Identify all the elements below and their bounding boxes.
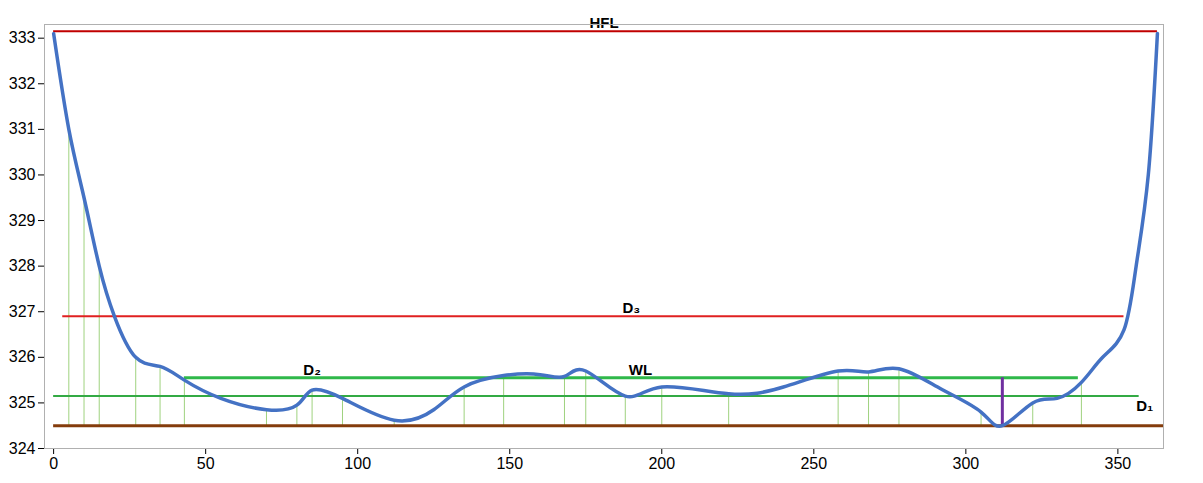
svg-text:325: 325 [9,394,36,411]
svg-text:250: 250 [800,455,827,472]
svg-text:D₃: D₃ [622,299,640,316]
svg-text:330: 330 [9,166,36,183]
svg-text:329: 329 [9,212,36,229]
svg-text:300: 300 [952,455,979,472]
svg-text:50: 50 [197,455,215,472]
svg-text:D₁: D₁ [1136,397,1153,414]
svg-text:200: 200 [648,455,675,472]
svg-text:333: 333 [9,29,36,46]
svg-text:WL: WL [629,361,652,378]
svg-text:100: 100 [344,455,371,472]
svg-text:331: 331 [9,120,36,137]
svg-text:HFL: HFL [589,14,618,31]
svg-text:D₂: D₂ [303,361,321,378]
svg-text:150: 150 [496,455,523,472]
svg-text:328: 328 [9,257,36,274]
svg-text:332: 332 [9,75,36,92]
svg-text:350: 350 [1105,455,1132,472]
svg-text:327: 327 [9,303,36,320]
svg-text:0: 0 [49,455,58,472]
svg-text:326: 326 [9,348,36,365]
svg-text:324: 324 [9,440,36,457]
